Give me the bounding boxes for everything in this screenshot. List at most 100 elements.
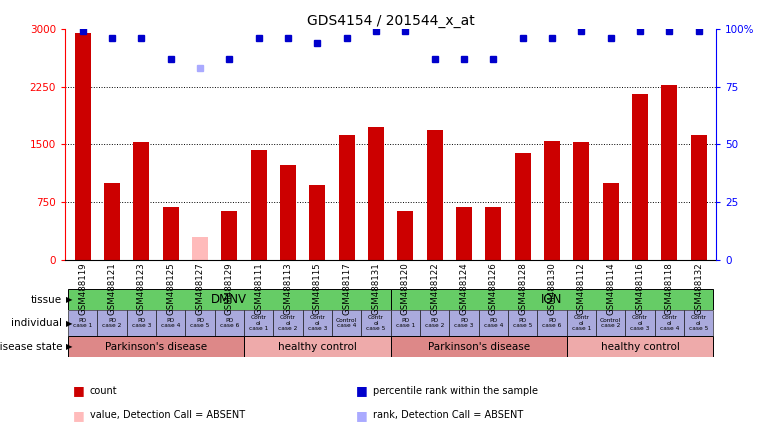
Text: healthy control: healthy control xyxy=(601,342,679,352)
Bar xyxy=(97,310,126,336)
Text: rank, Detection Call = ABSENT: rank, Detection Call = ABSENT xyxy=(373,410,523,420)
Bar xyxy=(567,336,713,357)
Text: PD
case 3: PD case 3 xyxy=(132,318,151,329)
Text: ▶: ▶ xyxy=(66,319,72,328)
Text: PD
case 1: PD case 1 xyxy=(73,318,93,329)
Text: GSM488131: GSM488131 xyxy=(372,262,381,315)
Bar xyxy=(280,165,296,260)
Text: GSM488124: GSM488124 xyxy=(460,262,469,315)
Bar xyxy=(391,289,713,310)
Text: GSM488113: GSM488113 xyxy=(283,262,293,315)
Bar xyxy=(515,153,531,260)
Text: DMNV: DMNV xyxy=(211,293,247,306)
Bar xyxy=(368,127,384,260)
Text: PD
case 5: PD case 5 xyxy=(513,318,532,329)
Bar xyxy=(68,336,244,357)
Bar xyxy=(162,207,178,260)
Bar xyxy=(303,310,332,336)
Text: PD
case 4: PD case 4 xyxy=(483,318,503,329)
Text: GSM488116: GSM488116 xyxy=(636,262,644,315)
Text: GSM488114: GSM488114 xyxy=(606,262,615,315)
Text: GSM488115: GSM488115 xyxy=(313,262,322,315)
Text: PD
case 5: PD case 5 xyxy=(190,318,210,329)
Bar xyxy=(309,185,326,260)
Bar xyxy=(427,131,443,260)
Text: percentile rank within the sample: percentile rank within the sample xyxy=(373,386,538,396)
Bar xyxy=(596,310,625,336)
Text: ■: ■ xyxy=(356,384,368,397)
Text: ■: ■ xyxy=(356,408,368,422)
Text: Contr
ol
case 3: Contr ol case 3 xyxy=(308,315,327,331)
Text: GSM488128: GSM488128 xyxy=(518,262,527,315)
Text: Contr
ol
case 4: Contr ol case 4 xyxy=(660,315,679,331)
Bar xyxy=(332,310,362,336)
Bar xyxy=(133,142,149,260)
Bar xyxy=(625,310,655,336)
Text: GSM488121: GSM488121 xyxy=(107,262,116,315)
Text: GSM488127: GSM488127 xyxy=(195,262,205,315)
Text: PD
case 1: PD case 1 xyxy=(396,318,415,329)
Bar xyxy=(74,33,91,260)
Title: GDS4154 / 201544_x_at: GDS4154 / 201544_x_at xyxy=(307,14,474,28)
Bar xyxy=(192,237,208,260)
Text: Contr
ol
case 1: Contr ol case 1 xyxy=(249,315,268,331)
Text: Contr
ol
case 2: Contr ol case 2 xyxy=(278,315,298,331)
Bar xyxy=(456,207,472,260)
Text: ▶: ▶ xyxy=(66,295,72,304)
Text: GSM488123: GSM488123 xyxy=(137,262,146,315)
Text: GSM488126: GSM488126 xyxy=(489,262,498,315)
Text: Contr
ol
case 1: Contr ol case 1 xyxy=(571,315,591,331)
Text: PD
case 2: PD case 2 xyxy=(425,318,444,329)
Bar xyxy=(339,135,355,260)
Bar xyxy=(250,151,267,260)
Text: count: count xyxy=(90,386,117,396)
Text: PD
case 6: PD case 6 xyxy=(542,318,561,329)
Text: GSM488125: GSM488125 xyxy=(166,262,175,315)
Text: PD
case 6: PD case 6 xyxy=(220,318,239,329)
Bar xyxy=(398,211,414,260)
Bar xyxy=(655,310,684,336)
Bar xyxy=(537,310,567,336)
Text: Contr
ol
case 5: Contr ol case 5 xyxy=(689,315,709,331)
Text: Control
case 4: Control case 4 xyxy=(336,318,357,329)
Text: GSM488111: GSM488111 xyxy=(254,262,264,315)
Bar xyxy=(185,310,214,336)
Bar xyxy=(450,310,479,336)
Text: ION: ION xyxy=(542,293,563,306)
Bar xyxy=(104,183,120,260)
Bar xyxy=(544,141,560,260)
Bar xyxy=(690,135,707,260)
Text: GSM488119: GSM488119 xyxy=(78,262,87,315)
Bar xyxy=(684,310,713,336)
Bar xyxy=(391,336,567,357)
Text: GSM488129: GSM488129 xyxy=(225,262,234,315)
Bar xyxy=(391,310,420,336)
Text: ▶: ▶ xyxy=(66,342,72,351)
Text: GSM488112: GSM488112 xyxy=(577,262,586,315)
Bar xyxy=(68,289,391,310)
Bar xyxy=(156,310,185,336)
Bar xyxy=(214,310,244,336)
Bar xyxy=(420,310,450,336)
Text: PD
case 3: PD case 3 xyxy=(454,318,473,329)
Text: Contr
ol
case 5: Contr ol case 5 xyxy=(366,315,386,331)
Text: ■: ■ xyxy=(73,384,84,397)
Bar xyxy=(479,310,508,336)
Bar xyxy=(244,336,391,357)
Bar xyxy=(273,310,303,336)
Bar xyxy=(508,310,537,336)
Text: GSM488118: GSM488118 xyxy=(665,262,674,315)
Text: healthy control: healthy control xyxy=(278,342,357,352)
Bar xyxy=(221,211,237,260)
Bar xyxy=(632,94,648,260)
Text: PD
case 4: PD case 4 xyxy=(161,318,180,329)
Text: value, Detection Call = ABSENT: value, Detection Call = ABSENT xyxy=(90,410,245,420)
Text: Contr
ol
case 3: Contr ol case 3 xyxy=(630,315,650,331)
Text: Parkinson's disease: Parkinson's disease xyxy=(105,342,207,352)
Text: GSM488130: GSM488130 xyxy=(548,262,556,315)
Bar xyxy=(573,142,589,260)
Bar xyxy=(362,310,391,336)
Text: Control
case 2: Control case 2 xyxy=(600,318,621,329)
Text: ■: ■ xyxy=(73,408,84,422)
Text: individual: individual xyxy=(11,318,62,328)
